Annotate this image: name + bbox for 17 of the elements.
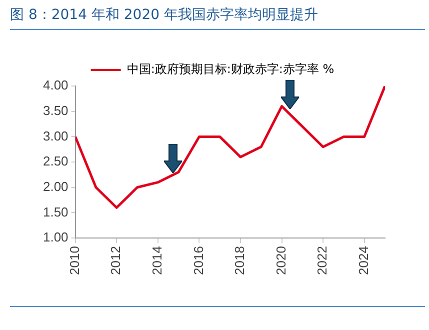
legend-label: 中国:政府预期目标:财政赤字:赤字率 % [126,62,334,76]
x-tick-label: 2016 [190,246,206,275]
y-tick-label: 2.50 [42,154,68,169]
y-tick-label: 2.00 [42,178,68,194]
x-tick-label: 2024 [356,246,371,275]
y-tick-label: 1.00 [42,230,68,245]
y-tick-label: 3.00 [42,128,68,144]
chart-title: 图 8：2014 年和 2020 年我国赤字率均明显提升 [10,6,425,30]
x-tick-label: 2014 [149,246,164,275]
x-tick-label: 2018 [232,246,248,275]
x-tick-label: 2012 [108,246,124,275]
y-tick-label: 4.00 [42,78,68,93]
x-tick-label: 2022 [314,246,330,275]
x-tick-label: 2010 [66,246,82,275]
y-tick-label: 3.50 [42,102,68,118]
x-tick-label: 2020 [273,246,288,275]
y-tick-label: 1.50 [42,204,68,220]
